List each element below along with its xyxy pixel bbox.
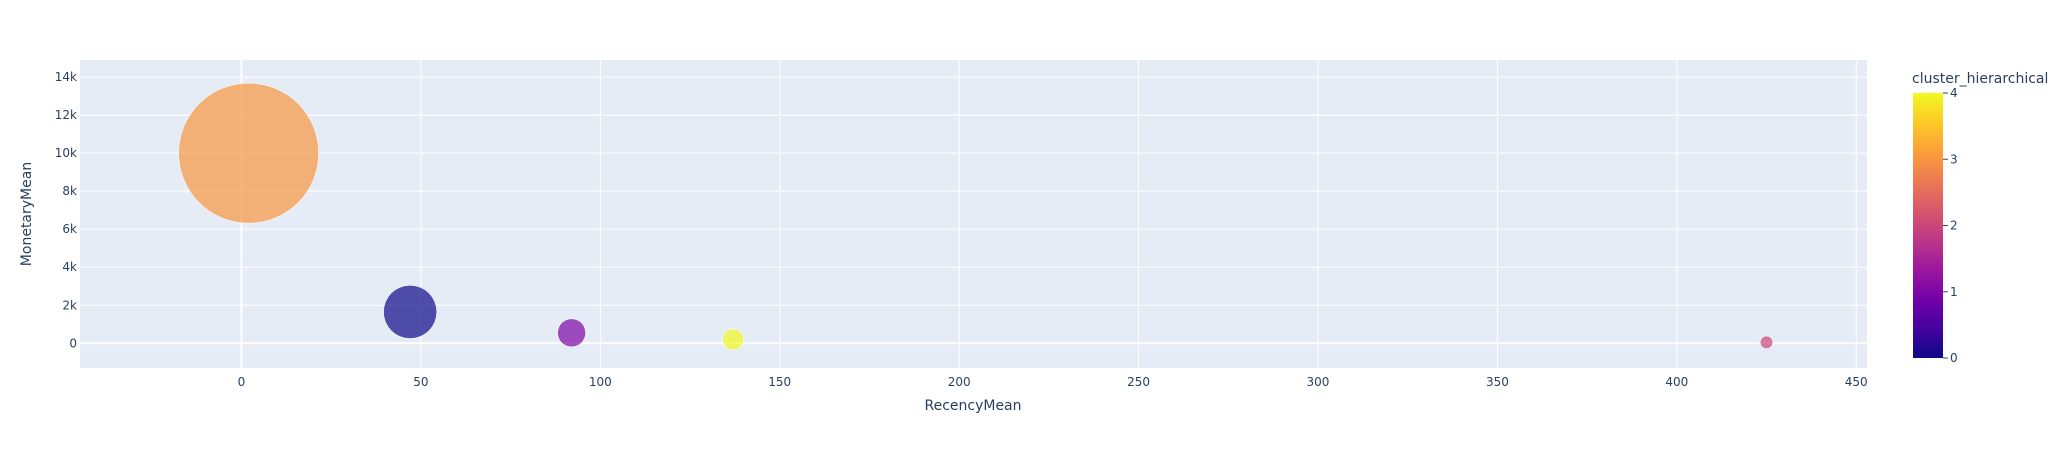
data-points [178, 82, 1774, 351]
colorbar-tick-label: 0 [1950, 351, 1958, 365]
x-tick-label: 0 [238, 375, 246, 389]
colorbar-tick-label: 2 [1950, 219, 1958, 233]
y-tick-label: 6k [62, 222, 77, 236]
x-tick-label: 450 [1845, 375, 1868, 389]
x-tick-label: 400 [1665, 375, 1688, 389]
y-tick-label: 8k [62, 184, 77, 198]
colorbar-ticks: 0 1 2 3 4 [1943, 86, 1958, 365]
colorbar-tick-label: 1 [1950, 285, 1958, 299]
x-tick-label: 300 [1307, 375, 1330, 389]
y-axis-title: MonetaryMean [19, 162, 35, 266]
colorbar-gradient [1913, 93, 1943, 358]
y-axis-ticks: 0 2k 4k 6k 8k 10k 12k 14k [55, 70, 77, 350]
x-axis-title: RecencyMean [924, 398, 1021, 414]
grid-lines [80, 60, 1867, 368]
bubble-point[interactable] [722, 328, 744, 351]
colorbar-title: cluster_hierarchical [1912, 71, 2048, 87]
x-axis-ticks: 0 50 100 150 200 250 300 350 400 450 [238, 375, 1868, 389]
y-tick-label: 12k [55, 108, 77, 122]
colorbar-tick-label: 3 [1950, 152, 1958, 166]
y-tick-label: 10k [55, 146, 77, 160]
bubble-point[interactable] [557, 318, 586, 348]
colorbar-tick-label: 4 [1950, 86, 1958, 100]
bubble-point[interactable] [178, 82, 319, 224]
bubble-point[interactable] [1759, 335, 1774, 349]
x-tick-label: 100 [589, 375, 612, 389]
x-tick-label: 150 [768, 375, 791, 389]
y-tick-label: 2k [62, 298, 77, 312]
y-tick-label: 0 [69, 336, 77, 350]
bubble-point[interactable] [383, 285, 437, 339]
x-tick-label: 200 [948, 375, 971, 389]
y-tick-label: 14k [55, 70, 77, 84]
colorbar: cluster_hierarchical 0 1 2 3 4 [1912, 71, 2048, 365]
y-tick-label: 4k [62, 260, 77, 274]
x-tick-label: 50 [413, 375, 428, 389]
x-tick-label: 350 [1486, 375, 1509, 389]
x-tick-label: 250 [1127, 375, 1150, 389]
plot-area [80, 60, 1867, 368]
